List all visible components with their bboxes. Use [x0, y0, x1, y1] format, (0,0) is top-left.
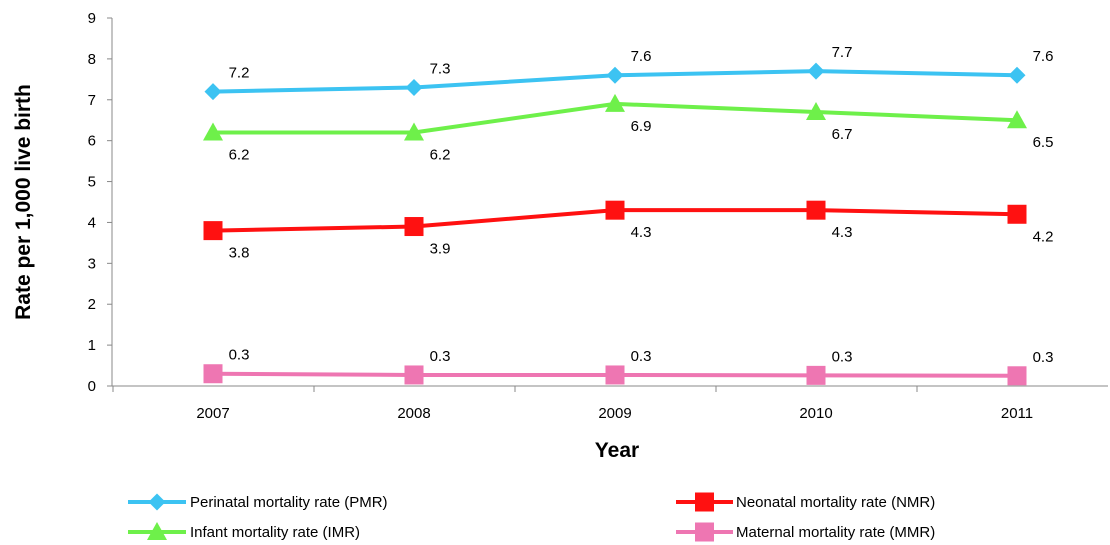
- legend-item: Infant mortality rate (IMR): [128, 522, 360, 541]
- x-tick-label: 2011: [1001, 405, 1033, 422]
- data-label: 4.3: [631, 224, 652, 241]
- series-layer: [203, 62, 1027, 386]
- legend-marker: [148, 493, 166, 511]
- y-tick-label: 3: [88, 255, 96, 272]
- data-point: [204, 83, 222, 101]
- data-label: 6.2: [229, 146, 250, 163]
- legend-label: Neonatal mortality rate (NMR): [736, 494, 935, 511]
- x-tick-label: 2009: [598, 405, 631, 422]
- data-label: 6.7: [832, 126, 853, 143]
- data-label: 3.8: [229, 245, 250, 262]
- data-point: [807, 62, 825, 80]
- data-point: [203, 221, 223, 241]
- y-tick-label: 4: [88, 214, 96, 231]
- data-point: [203, 122, 223, 141]
- data-label: 0.3: [1033, 349, 1054, 366]
- series-4: [203, 364, 1027, 386]
- data-label: 4.2: [1033, 228, 1054, 245]
- legend-label: Perinatal mortality rate (PMR): [190, 494, 388, 511]
- legend-label: Maternal mortality rate (MMR): [736, 524, 935, 541]
- data-point: [806, 365, 826, 385]
- series-2: [203, 93, 1027, 141]
- y-tick-label: 1: [88, 337, 96, 354]
- legend-item: Perinatal mortality rate (PMR): [128, 493, 388, 511]
- data-point: [1008, 66, 1026, 84]
- legend-item: Maternal mortality rate (MMR): [676, 522, 935, 542]
- data-label: 0.3: [631, 348, 652, 365]
- data-point: [404, 365, 424, 385]
- data-point: [404, 122, 424, 141]
- y-tick-label: 5: [88, 174, 96, 191]
- y-tick-label: 0: [88, 378, 96, 395]
- data-point: [1007, 366, 1027, 386]
- data-label: 0.3: [832, 348, 853, 365]
- legend-marker: [695, 522, 714, 542]
- series-1: [204, 62, 1026, 101]
- x-tick-label: 2007: [196, 405, 229, 422]
- series-3: [203, 200, 1027, 241]
- legend-marker: [147, 522, 167, 540]
- y-axis-title: Rate per 1,000 live birth: [12, 84, 35, 320]
- data-point: [405, 79, 423, 97]
- data-label: 6.5: [1033, 134, 1054, 151]
- data-label: 7.6: [1033, 48, 1054, 65]
- data-label: 6.2: [430, 146, 451, 163]
- data-label: 3.9: [430, 241, 451, 258]
- legend-marker: [695, 492, 714, 512]
- y-tick-label: 7: [88, 92, 96, 109]
- data-label: 6.9: [631, 118, 652, 135]
- data-point: [605, 365, 625, 385]
- x-tick-label: 2010: [799, 405, 832, 422]
- data-point: [606, 66, 624, 84]
- legend: Perinatal mortality rate (PMR) Infant mor…: [128, 492, 935, 542]
- axes: [111, 18, 1108, 387]
- data-labels: 7.2 7.3 7.6 7.7 7.6 6.2 6.2 6.9 6.7 6.5 3.8 3.9 4.3 4…: [229, 44, 1054, 366]
- y-tick-label: 6: [88, 133, 96, 150]
- data-point: [605, 200, 625, 220]
- legend-label: Infant mortality rate (IMR): [190, 524, 360, 541]
- y-tick-label: 2: [88, 296, 96, 313]
- x-axis-title: Year: [595, 439, 639, 462]
- data-label: 0.3: [430, 348, 451, 365]
- data-label: 0.3: [229, 347, 250, 364]
- data-point: [203, 364, 223, 384]
- data-point: [1007, 204, 1027, 224]
- x-tick-label: 2008: [397, 405, 430, 422]
- data-label: 4.3: [832, 224, 853, 241]
- data-label: 7.7: [832, 44, 853, 61]
- data-point: [404, 217, 424, 237]
- data-label: 7.6: [631, 48, 652, 65]
- data-point: [806, 102, 826, 121]
- data-point: [1007, 110, 1027, 129]
- y-tick-label: 8: [88, 51, 96, 68]
- y-tick-label: 9: [88, 10, 96, 27]
- data-label: 7.2: [229, 65, 250, 82]
- data-label: 7.3: [430, 61, 451, 78]
- ticks: 0 1 2 3 4 5 6 7 8 9 2007 2008 2009 2010 2011: [88, 10, 1033, 422]
- data-point: [605, 93, 625, 112]
- data-point: [806, 200, 826, 220]
- legend-item: Neonatal mortality rate (NMR): [676, 492, 935, 512]
